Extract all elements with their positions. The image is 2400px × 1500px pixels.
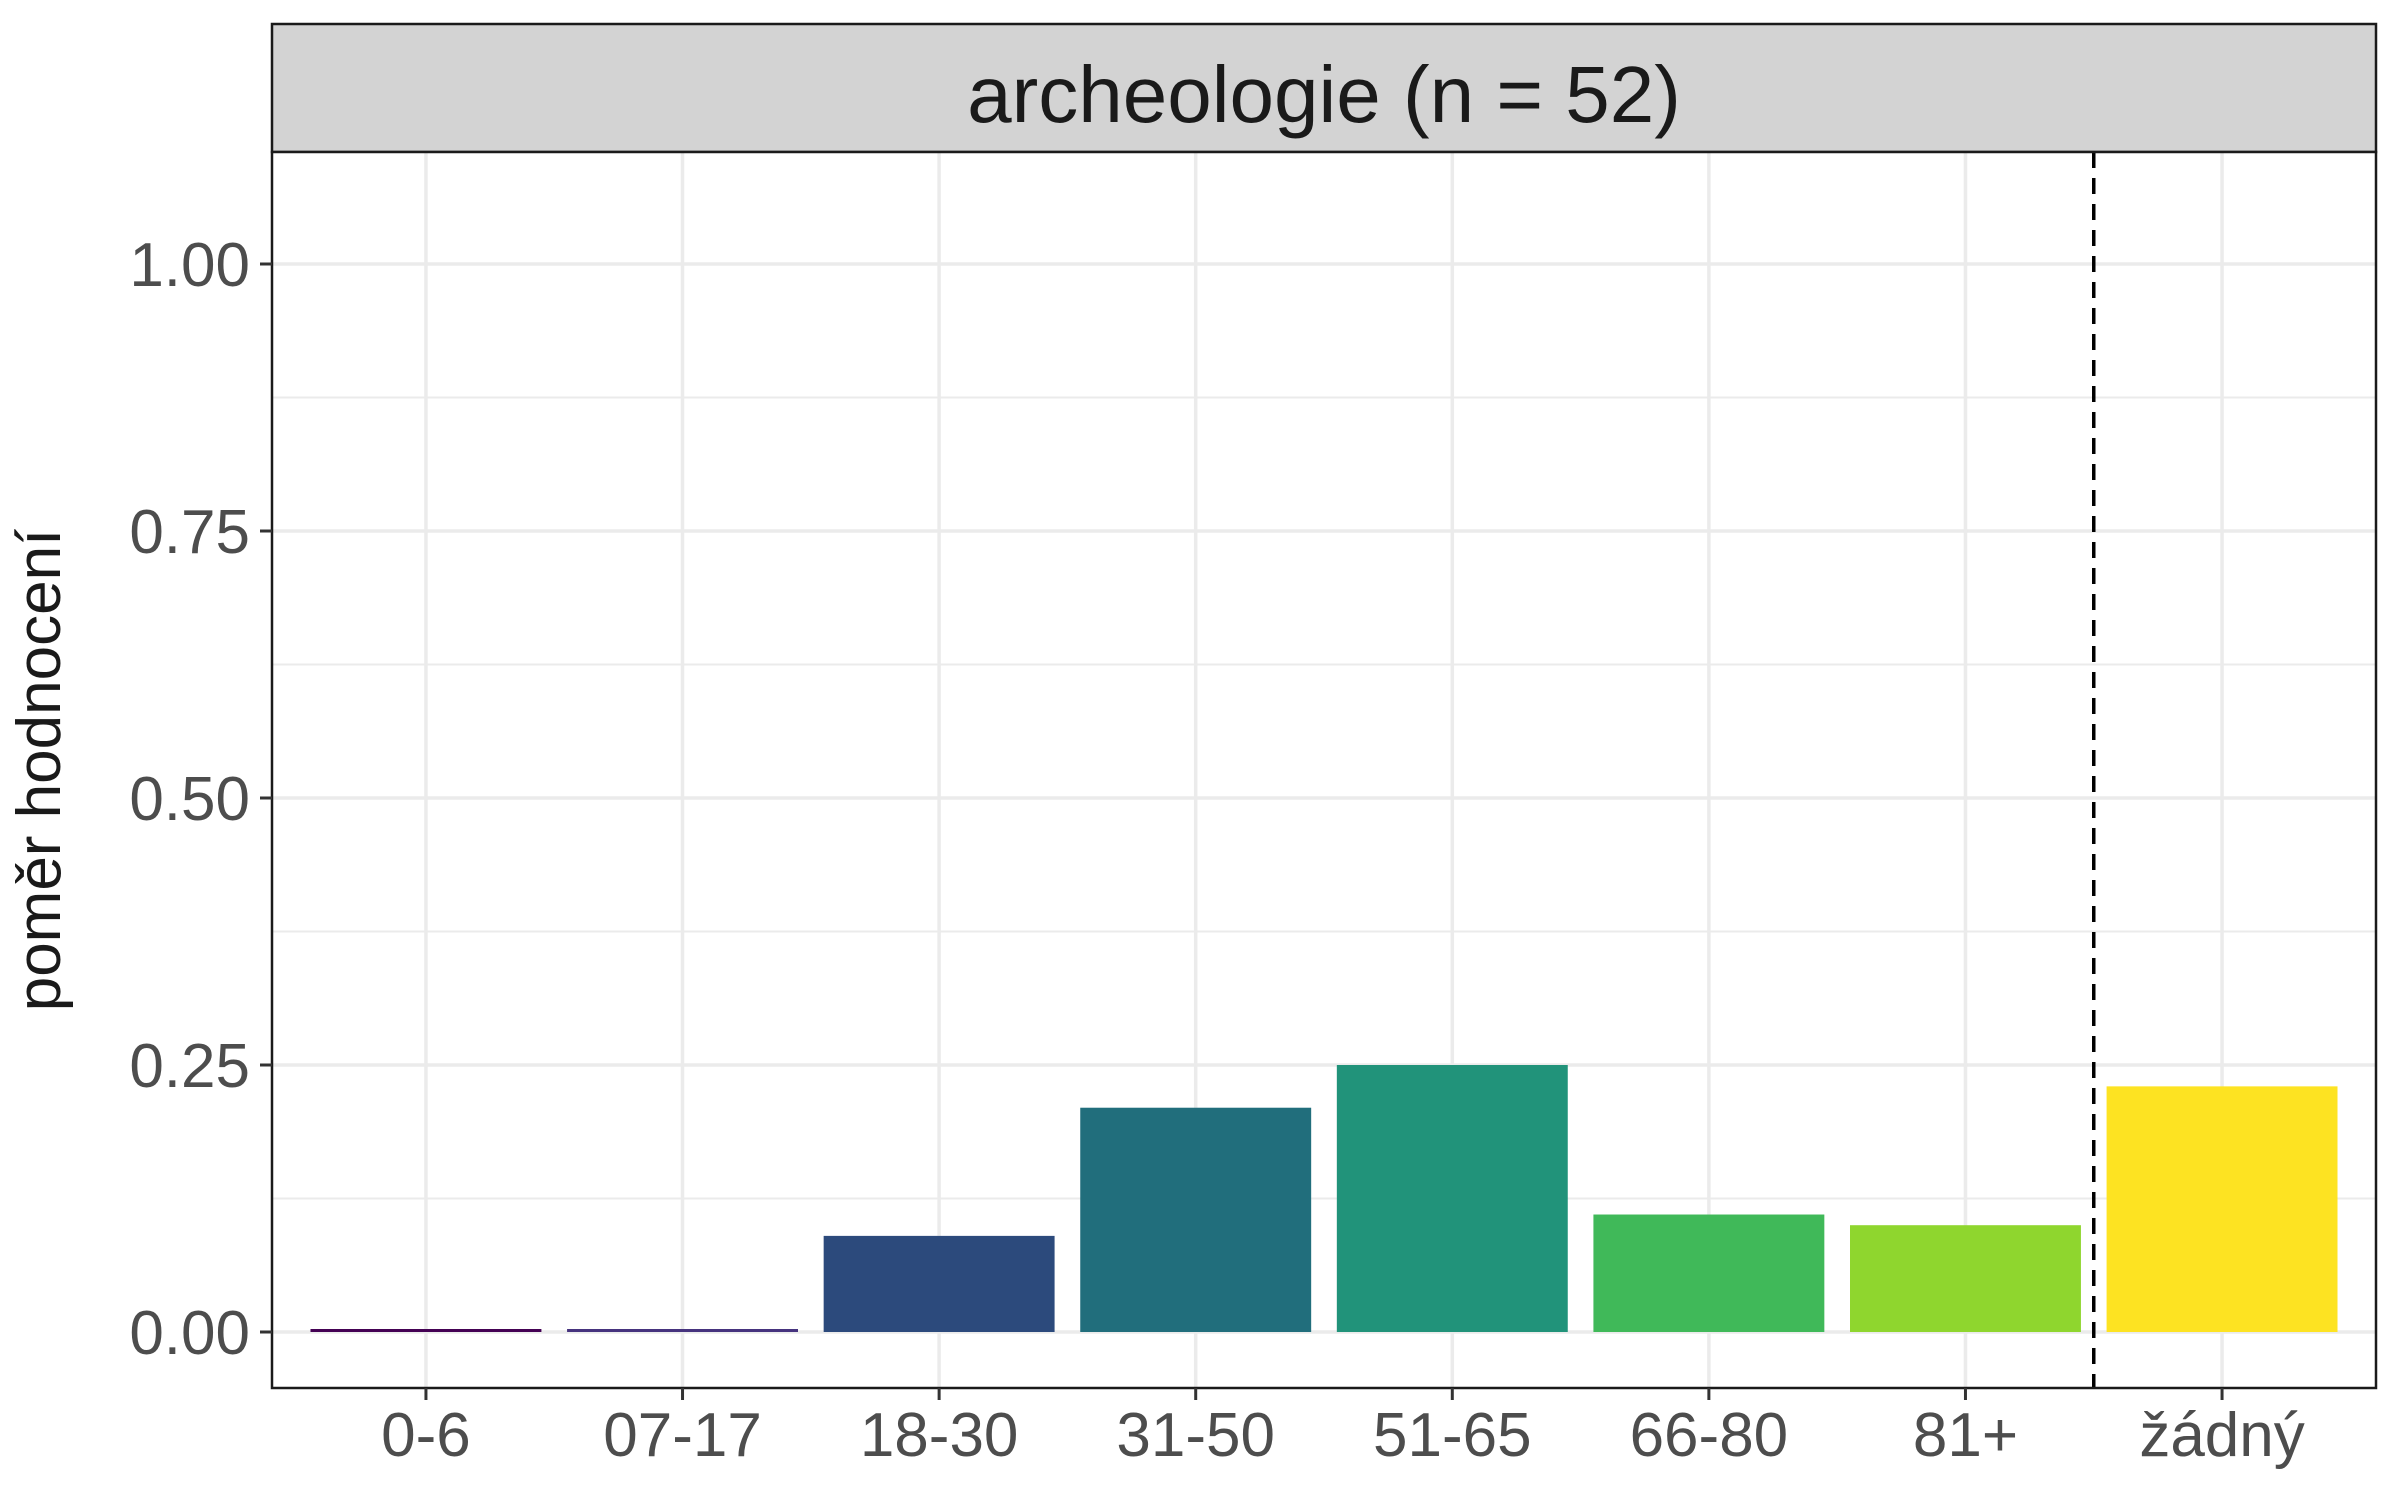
bar-žádný — [2106, 1086, 2338, 1332]
plot-panel — [272, 152, 2376, 1388]
bar-66-80 — [1593, 1214, 1825, 1332]
chart-title: archeologie (n = 52) — [967, 50, 1681, 139]
bar-18-30 — [823, 1235, 1055, 1332]
bar-51-65 — [1336, 1065, 1568, 1332]
y-tick-label: 0.25 — [129, 1032, 250, 1101]
x-tick-label: 81+ — [1913, 1401, 2018, 1470]
bar-07-17 — [567, 1329, 798, 1332]
y-tick-label: 0.75 — [129, 498, 250, 567]
x-tick-label: 07-17 — [603, 1401, 762, 1470]
x-tick-label: 31-50 — [1116, 1401, 1275, 1470]
x-tick-label: 66-80 — [1630, 1401, 1789, 1470]
facet-strip — [270, 22, 2378, 154]
bar-0-6 — [310, 1329, 542, 1332]
y-tick-label: 0.50 — [129, 765, 250, 834]
bar-81+ — [1850, 1225, 2081, 1332]
x-tick-label: 18-30 — [860, 1401, 1019, 1470]
x-tick-label: 0-6 — [381, 1401, 471, 1470]
bar-31-50 — [1080, 1107, 1312, 1332]
y-tick-label: 0.00 — [129, 1299, 250, 1368]
y-axis-title: poměr hodnocení — [5, 529, 74, 1012]
x-tick-label: 51-65 — [1373, 1401, 1532, 1470]
plot-panel-border — [270, 150, 2378, 1390]
bars — [310, 1065, 2338, 1332]
y-axis-ticks: 0.00 0.25 0.50 0.75 1.00 — [129, 231, 272, 1368]
y-tick-label: 1.00 — [129, 231, 250, 300]
x-tick-label: žádný — [2139, 1401, 2304, 1470]
grid-lines — [272, 152, 2376, 1388]
x-axis-ticks: 0-6 07-17 18-30 31-50 51-65 66-80 81+ žádný — [381, 1388, 2305, 1470]
